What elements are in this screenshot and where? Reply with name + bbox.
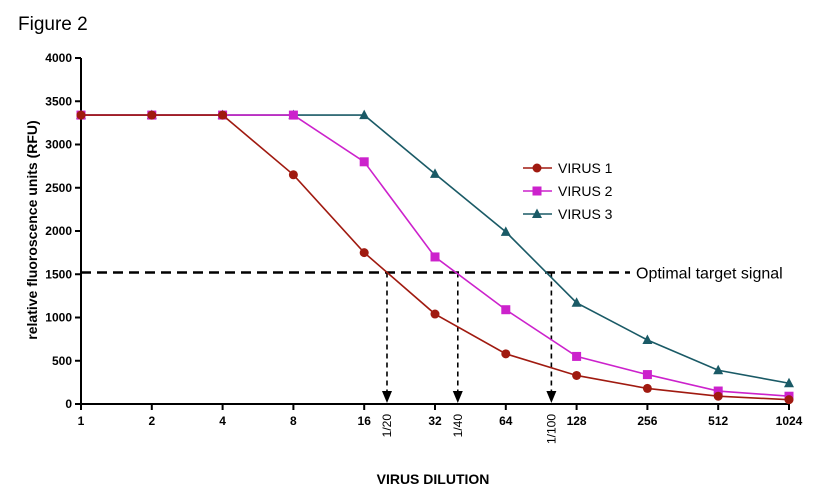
data-point (713, 386, 723, 396)
optimal-target-label: Optimal target signal (636, 266, 783, 283)
x-axis-title: VIRUS DILUTION (377, 471, 490, 487)
data-point (572, 370, 582, 380)
y-tick-label: 1500 (45, 267, 72, 281)
x-tick-label: 256 (637, 414, 657, 428)
data-point (288, 170, 298, 180)
data-point (713, 364, 724, 375)
x-tick-label: 16 (358, 414, 372, 428)
data-point (572, 351, 582, 361)
x-tick-label: 128 (567, 414, 587, 428)
x-tick-label: 32 (428, 414, 442, 428)
series-line (81, 114, 790, 385)
legend-item: VIRUS 3 (523, 206, 613, 222)
data-point (218, 110, 228, 120)
y-tick-label: 3000 (45, 138, 72, 152)
legend-marker (532, 163, 542, 173)
legend-marker (532, 208, 542, 218)
data-point (642, 383, 652, 393)
data-point (501, 349, 511, 359)
y-axis-title: relative fluoroscence units (RFU) (24, 120, 40, 339)
x-tick-label: 1024 (776, 414, 803, 428)
data-point (500, 226, 511, 236)
data-point (784, 395, 794, 405)
legend-label: VIRUS 3 (558, 206, 613, 222)
legend-label: VIRUS 2 (558, 183, 613, 199)
dilution-label: 1/20 (380, 414, 394, 438)
y-tick-label: 3500 (45, 94, 72, 108)
dilution-arrow-head (546, 391, 557, 403)
data-point (359, 109, 370, 120)
x-tick-label: 64 (499, 414, 513, 428)
data-point (288, 110, 298, 120)
data-point (713, 391, 723, 401)
figure-label: Figure 2 (18, 14, 88, 35)
y-tick-label: 4000 (45, 51, 72, 65)
x-tick-label: 8 (290, 414, 297, 428)
series-virus-1 (76, 110, 794, 405)
data-point (784, 377, 794, 388)
data-point (501, 305, 511, 315)
data-point (642, 334, 653, 344)
dilution-label: 1/100 (544, 414, 558, 444)
legend-item: VIRUS 2 (523, 183, 613, 199)
x-tick-label: 1 (78, 414, 85, 428)
data-point (430, 168, 440, 178)
y-tick-label: 2500 (45, 181, 72, 195)
data-point (430, 309, 440, 319)
data-point (359, 248, 369, 258)
y-tick-label: 2000 (45, 224, 72, 238)
data-point (642, 370, 652, 380)
data-point (571, 297, 582, 307)
data-point (430, 252, 440, 262)
data-point (359, 157, 369, 167)
dilution-arrow-head (452, 391, 463, 403)
dilution-arrow-head (381, 391, 392, 403)
data-point (147, 110, 157, 120)
legend-label: VIRUS 1 (558, 160, 613, 176)
x-tick-label: 4 (219, 414, 226, 428)
x-tick-label: 512 (708, 414, 728, 428)
y-tick-label: 1000 (45, 311, 72, 325)
series-virus-3 (76, 109, 794, 388)
legend-item: VIRUS 1 (523, 160, 613, 176)
y-tick-label: 0 (65, 397, 72, 411)
x-tick-label: 2 (148, 414, 155, 428)
dilution-label: 1/40 (451, 414, 465, 438)
legend-marker (532, 186, 542, 196)
y-tick-label: 500 (52, 354, 72, 368)
data-point (76, 110, 86, 120)
